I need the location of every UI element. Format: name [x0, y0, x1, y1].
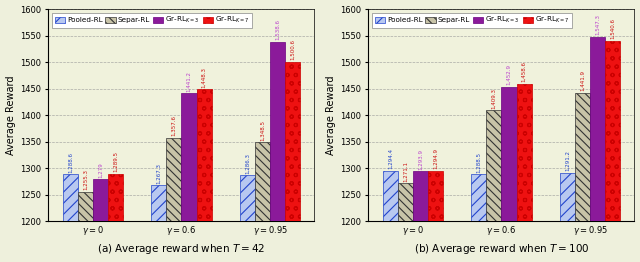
- Text: 1,289.5: 1,289.5: [113, 151, 118, 172]
- Text: 1,540.6: 1,540.6: [610, 18, 615, 39]
- Text: 1,448.3: 1,448.3: [202, 67, 207, 88]
- Bar: [77, 192, 93, 221]
- Bar: [108, 174, 123, 221]
- Bar: [575, 93, 590, 221]
- Text: 1,255.3: 1,255.3: [83, 169, 88, 190]
- Bar: [182, 93, 196, 221]
- Bar: [383, 171, 397, 221]
- Y-axis label: Average Reward: Average Reward: [326, 75, 335, 155]
- Text: 1,538.6: 1,538.6: [275, 19, 280, 40]
- Text: 1,294.9: 1,294.9: [433, 148, 438, 169]
- Bar: [270, 42, 285, 221]
- Text: 1,441.9: 1,441.9: [580, 70, 585, 91]
- Text: 1,348.5: 1,348.5: [260, 120, 265, 141]
- Text: 1,357.6: 1,357.6: [172, 115, 177, 136]
- Bar: [166, 138, 182, 221]
- Text: 1,458.6: 1,458.6: [522, 61, 527, 83]
- Text: 1,293.9: 1,293.9: [418, 149, 423, 170]
- X-axis label: (a) Average reward when $T = 42$: (a) Average reward when $T = 42$: [97, 242, 266, 256]
- Bar: [196, 90, 212, 221]
- Text: 1,409.3: 1,409.3: [492, 88, 497, 108]
- Bar: [560, 173, 575, 221]
- Bar: [151, 185, 166, 221]
- Bar: [93, 179, 108, 221]
- Bar: [428, 171, 443, 221]
- Bar: [516, 84, 532, 221]
- Text: 1,500.6: 1,500.6: [290, 39, 295, 60]
- Bar: [605, 41, 620, 221]
- Bar: [240, 175, 255, 221]
- Bar: [590, 37, 605, 221]
- Text: 1,441.2: 1,441.2: [186, 71, 191, 92]
- Bar: [502, 87, 516, 221]
- Bar: [471, 174, 486, 221]
- Bar: [255, 142, 270, 221]
- Bar: [397, 183, 413, 221]
- Text: 1,271.1: 1,271.1: [403, 161, 408, 182]
- Text: 1,452.9: 1,452.9: [506, 64, 511, 85]
- Text: 1,291.2: 1,291.2: [565, 150, 570, 171]
- Text: 1,267.3: 1,267.3: [156, 163, 161, 184]
- Text: 1,288.6: 1,288.6: [68, 151, 73, 173]
- Text: 1,288.5: 1,288.5: [476, 152, 481, 173]
- Text: 1,294.4: 1,294.4: [388, 149, 393, 170]
- Text: 1,279: 1,279: [98, 162, 103, 178]
- Text: 1,286.3: 1,286.3: [245, 153, 250, 174]
- Bar: [413, 171, 428, 221]
- Bar: [63, 174, 77, 221]
- Text: 1,547.3: 1,547.3: [595, 14, 600, 35]
- Legend: Pooled-RL, Separ-RL, Gr-RL$_{K=3}$, Gr-RL$_{K=7}$: Pooled-RL, Separ-RL, Gr-RL$_{K=3}$, Gr-R…: [52, 13, 252, 28]
- Bar: [285, 62, 300, 221]
- Y-axis label: Average Reward: Average Reward: [6, 75, 15, 155]
- Bar: [486, 110, 502, 221]
- Legend: Pooled-RL, Separ-RL, Gr-RL$_{K=3}$, Gr-RL$_{K=7}$: Pooled-RL, Separ-RL, Gr-RL$_{K=3}$, Gr-R…: [372, 13, 572, 28]
- X-axis label: (b) Average reward when $T = 100$: (b) Average reward when $T = 100$: [413, 242, 589, 256]
